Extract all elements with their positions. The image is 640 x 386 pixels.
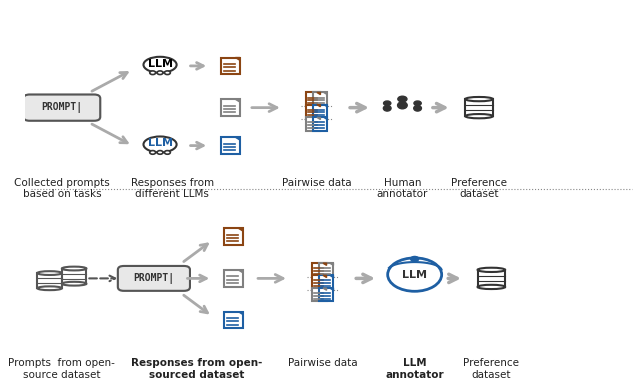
Polygon shape — [236, 137, 240, 140]
FancyBboxPatch shape — [37, 273, 62, 288]
Ellipse shape — [413, 105, 421, 111]
Text: LLM: LLM — [148, 59, 173, 69]
Polygon shape — [330, 288, 333, 290]
Text: Responses from
different LLMs: Responses from different LLMs — [131, 178, 214, 200]
Text: Pairwise data: Pairwise data — [282, 178, 351, 188]
Text: Preference
dataset: Preference dataset — [463, 358, 520, 380]
FancyBboxPatch shape — [225, 228, 243, 245]
Ellipse shape — [477, 285, 505, 289]
Polygon shape — [324, 105, 327, 107]
Ellipse shape — [62, 267, 86, 271]
Text: Collected prompts
based on tasks: Collected prompts based on tasks — [14, 178, 109, 200]
FancyBboxPatch shape — [221, 137, 240, 154]
FancyBboxPatch shape — [465, 99, 493, 116]
Text: Pairwise data: Pairwise data — [288, 358, 358, 368]
Text: LLM: LLM — [148, 138, 173, 148]
Ellipse shape — [397, 102, 407, 109]
Polygon shape — [330, 275, 333, 278]
Polygon shape — [323, 263, 326, 266]
Circle shape — [164, 71, 170, 74]
Circle shape — [414, 101, 421, 105]
FancyBboxPatch shape — [62, 269, 86, 284]
Text: Prompts  from open-
source dataset: Prompts from open- source dataset — [8, 358, 115, 380]
Ellipse shape — [143, 137, 177, 152]
FancyBboxPatch shape — [312, 288, 326, 301]
Circle shape — [398, 96, 407, 102]
FancyBboxPatch shape — [312, 93, 327, 106]
FancyBboxPatch shape — [312, 275, 326, 289]
FancyBboxPatch shape — [221, 99, 240, 116]
Circle shape — [411, 256, 419, 261]
Text: PROMPT|: PROMPT| — [133, 273, 175, 284]
Polygon shape — [324, 117, 327, 120]
FancyBboxPatch shape — [477, 270, 505, 287]
Circle shape — [164, 151, 170, 154]
FancyBboxPatch shape — [306, 117, 321, 131]
Polygon shape — [324, 93, 327, 95]
FancyBboxPatch shape — [312, 105, 327, 118]
Polygon shape — [317, 105, 321, 107]
FancyBboxPatch shape — [225, 312, 243, 328]
Ellipse shape — [383, 105, 391, 111]
Ellipse shape — [37, 271, 62, 275]
Ellipse shape — [143, 57, 177, 73]
FancyBboxPatch shape — [225, 270, 243, 287]
Circle shape — [150, 151, 156, 154]
Polygon shape — [236, 99, 240, 102]
Polygon shape — [317, 117, 321, 120]
FancyBboxPatch shape — [319, 288, 333, 301]
Circle shape — [157, 71, 163, 74]
FancyBboxPatch shape — [306, 93, 321, 106]
Circle shape — [388, 258, 442, 291]
Text: Preference
dataset: Preference dataset — [451, 178, 507, 200]
Polygon shape — [239, 228, 243, 231]
Text: LLM: LLM — [402, 269, 427, 279]
Polygon shape — [236, 58, 240, 60]
FancyBboxPatch shape — [306, 105, 321, 118]
Circle shape — [383, 101, 391, 105]
Ellipse shape — [62, 282, 86, 286]
FancyBboxPatch shape — [24, 95, 100, 121]
FancyBboxPatch shape — [312, 263, 326, 277]
FancyBboxPatch shape — [118, 266, 190, 291]
Polygon shape — [317, 93, 321, 95]
Text: Human
annotator: Human annotator — [377, 178, 428, 200]
Circle shape — [157, 151, 163, 154]
FancyBboxPatch shape — [221, 58, 240, 74]
FancyBboxPatch shape — [319, 275, 333, 289]
FancyBboxPatch shape — [312, 117, 327, 131]
Polygon shape — [239, 312, 243, 315]
Polygon shape — [330, 263, 333, 266]
FancyBboxPatch shape — [319, 263, 333, 277]
Polygon shape — [239, 270, 243, 273]
Ellipse shape — [465, 97, 493, 101]
Text: Responses from open-
sourced dataset: Responses from open- sourced dataset — [131, 358, 262, 380]
Ellipse shape — [465, 114, 493, 118]
Ellipse shape — [37, 286, 62, 290]
Polygon shape — [323, 275, 326, 278]
Text: LLM
annotator: LLM annotator — [385, 358, 444, 380]
Text: PROMPT|: PROMPT| — [42, 102, 83, 113]
Ellipse shape — [477, 268, 505, 272]
Circle shape — [150, 71, 156, 74]
Polygon shape — [323, 288, 326, 290]
